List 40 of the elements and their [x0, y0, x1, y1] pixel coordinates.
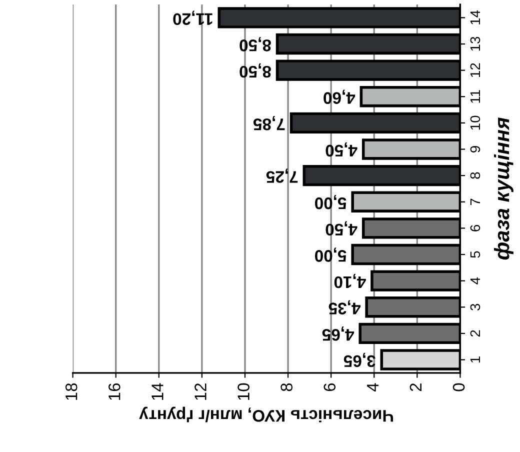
y-tick-label: 1 — [470, 356, 480, 363]
data-label: 4,60 — [324, 90, 356, 104]
y-tick-label: 10 — [470, 116, 480, 130]
data-label: 8,50 — [240, 37, 271, 52]
y-tick-label: 4 — [470, 277, 480, 284]
y-axis-title: фаза кущіння — [494, 118, 514, 260]
data-label: 4,50 — [326, 221, 358, 236]
data-label: 8,50 — [240, 63, 271, 78]
y-tick-label: 5 — [470, 251, 480, 258]
y-tick-label: 12 — [470, 63, 480, 77]
x-tick-label: 6 — [324, 383, 336, 392]
y-tick-label: 3 — [470, 304, 480, 310]
data-label: 4,65 — [322, 326, 354, 341]
x-tick-label: 8 — [280, 383, 292, 392]
x-axis-title: Чисельність КУО, млн/г ґрунту — [139, 406, 394, 422]
data-label: 7,25 — [266, 168, 298, 183]
x-tick-label: 4 — [366, 383, 378, 392]
y-tick-label: 7 — [470, 198, 480, 206]
data-label: 5,00 — [315, 248, 346, 262]
y-tick-label: 14 — [470, 10, 480, 24]
data-label: 5,00 — [315, 194, 346, 210]
y-tick-label: 8 — [470, 172, 480, 179]
x-tick-label: 14 — [152, 383, 164, 400]
data-label: 4,35 — [328, 300, 361, 314]
data-label: 11,20 — [173, 10, 212, 26]
x-tick-label: 12 — [194, 383, 206, 400]
data-label: 4,50 — [326, 142, 358, 157]
data-label: 7,85 — [253, 116, 285, 130]
x-tick-label: 0 — [452, 383, 465, 392]
y-tick-label: 13 — [470, 36, 480, 51]
y-tick-label: 11 — [470, 90, 480, 103]
x-tick-label: 10 — [238, 383, 250, 400]
x-tick-label: 2 — [410, 383, 422, 392]
x-tick-label: 16 — [108, 383, 120, 400]
data-label: 3,65 — [344, 352, 376, 368]
y-tick-label: 6 — [470, 224, 480, 232]
x-tick-label: 18 — [65, 383, 78, 400]
y-tick-label: 2 — [470, 330, 480, 337]
y-tick-label: 9 — [470, 146, 480, 152]
data-label: 4,10 — [334, 274, 366, 288]
